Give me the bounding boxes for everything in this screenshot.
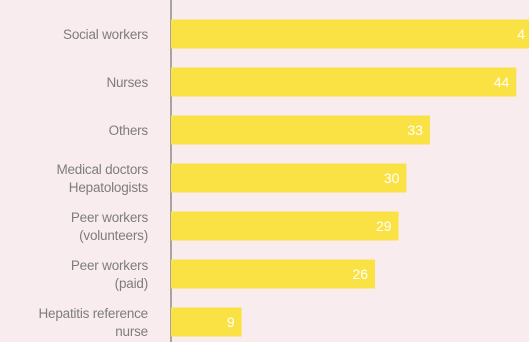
bar-2 (171, 115, 430, 145)
value-label-4: 29 (376, 218, 392, 234)
bar-6 (171, 307, 242, 337)
value-label-3: 30 (384, 170, 400, 186)
category-label-0: Social workers (63, 27, 148, 42)
category-label-3: Medical doctors Hepatologists (56, 162, 148, 195)
value-label-5: 26 (352, 266, 368, 282)
bar-1 (171, 67, 517, 97)
value-label-6: 9 (227, 314, 235, 330)
category-label-6: Hepatitis reference nurse (38, 306, 148, 339)
bars-group (171, 19, 529, 337)
bar-3 (171, 163, 407, 193)
value-label-2: 33 (407, 122, 423, 138)
bar-4 (171, 211, 399, 241)
value-label-1: 44 (494, 74, 510, 90)
category-label-4: Peer workers (volunteers) (71, 210, 149, 243)
bar-5 (171, 259, 376, 289)
category-labels-group: Social workers Nurses Others Medical doctor… (38, 27, 148, 339)
category-label-5: Peer workers (paid) (71, 258, 149, 291)
value-label-0: 4 (517, 26, 525, 42)
category-label-2: Others (109, 123, 149, 138)
category-label-1: Nurses (106, 75, 148, 90)
bar-0 (171, 19, 529, 49)
